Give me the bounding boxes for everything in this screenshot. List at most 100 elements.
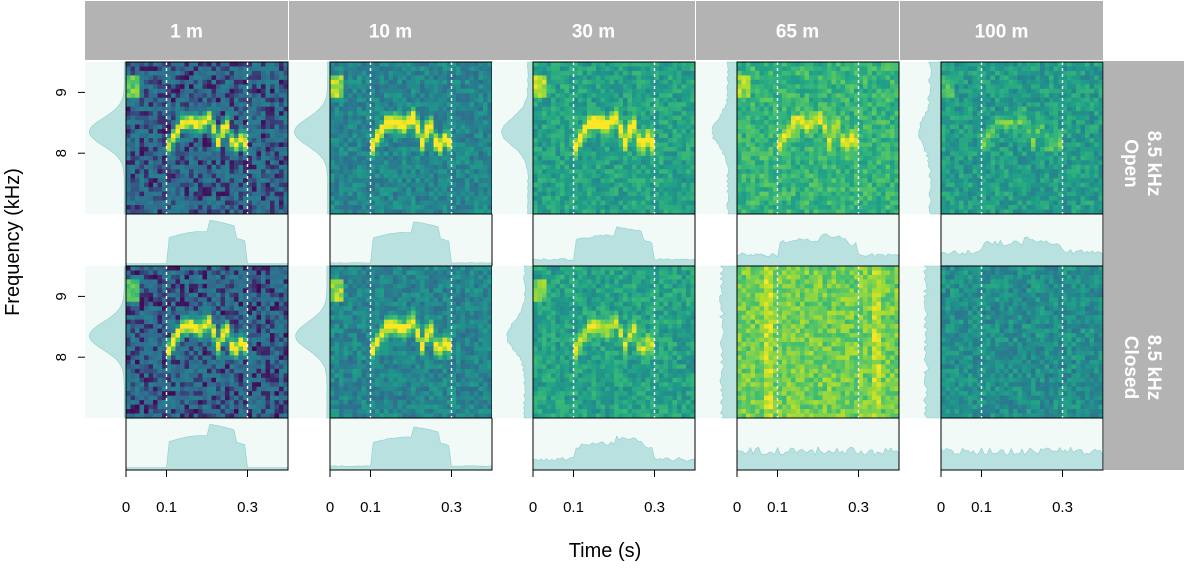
heatmap-cell	[469, 155, 475, 161]
heatmap-cell	[234, 196, 239, 201]
heatmap-cell	[809, 178, 814, 184]
heatmap-cell	[166, 196, 172, 201]
heatmap-cell	[600, 200, 606, 206]
heatmap-cell	[836, 102, 841, 108]
heatmap-cell	[433, 182, 439, 188]
heatmap-cell	[229, 196, 235, 201]
heatmap-cell	[836, 97, 841, 103]
heatmap-cell	[641, 187, 646, 193]
heatmap-cell	[618, 205, 624, 210]
heatmap-cell	[827, 62, 832, 67]
heatmap-cell	[591, 196, 597, 201]
heatmap-cell	[854, 75, 859, 81]
heatmap-cell	[348, 106, 353, 112]
heatmap-cell	[836, 79, 841, 85]
heatmap-cell	[681, 200, 687, 206]
heatmap-cell	[352, 182, 358, 188]
heatmap-cell	[972, 62, 978, 67]
column-strip-label: 65 m	[776, 22, 819, 43]
heatmap-cell	[818, 173, 823, 179]
heatmap-cell	[773, 70, 778, 76]
heatmap-cell	[876, 111, 882, 117]
heatmap-cell	[872, 62, 877, 67]
heatmap-cell	[600, 155, 606, 161]
heatmap-cell	[569, 111, 574, 117]
heatmap-cell	[256, 79, 262, 85]
heatmap-cell	[623, 200, 628, 206]
heatmap-cell	[330, 191, 335, 197]
heatmap-cell	[768, 70, 774, 76]
heatmap-cell	[872, 151, 877, 157]
heatmap-cell	[234, 66, 239, 72]
heatmap-cell	[478, 169, 484, 175]
heatmap-cell	[840, 62, 846, 67]
heatmap-cell	[690, 111, 696, 117]
heatmap-cell	[768, 200, 774, 206]
heatmap-cell	[636, 142, 642, 148]
heatmap-cell	[885, 142, 891, 148]
heatmap-cell	[270, 120, 275, 125]
heatmap-cell	[677, 93, 682, 99]
heatmap-cell	[737, 196, 742, 201]
heatmap-cell	[600, 187, 606, 193]
heatmap-cell	[867, 62, 873, 67]
heatmap-cell	[641, 102, 646, 108]
heatmap-cell	[330, 151, 335, 157]
heatmap-cell	[858, 164, 864, 170]
heatmap-cell	[247, 124, 253, 130]
heatmap-cell	[379, 155, 385, 161]
heatmap-cell	[654, 169, 660, 175]
heatmap-cell	[627, 84, 633, 90]
heatmap-cell	[686, 151, 691, 157]
heatmap-cell	[854, 191, 859, 197]
heatmap-cell	[130, 151, 136, 157]
heatmap-cell	[144, 88, 149, 94]
heatmap-cell	[573, 124, 579, 130]
heatmap-cell	[334, 70, 340, 76]
heatmap-cell	[157, 102, 163, 108]
heatmap-cell	[153, 62, 158, 67]
heatmap-cell	[867, 142, 873, 148]
heatmap-cell	[438, 93, 443, 99]
heatmap-cell	[551, 111, 556, 117]
heatmap-cell	[157, 142, 163, 148]
heatmap-cell	[746, 93, 751, 99]
heatmap-cell	[438, 97, 443, 103]
heatmap-cell	[623, 111, 628, 117]
heatmap-cell	[438, 88, 443, 94]
heatmap-cell	[474, 79, 479, 85]
heatmap-cell	[885, 129, 891, 134]
heatmap-cell	[343, 120, 349, 125]
heatmap-cell	[659, 173, 664, 179]
heatmap-cell	[139, 84, 145, 90]
heatmap-cell	[741, 106, 747, 112]
heatmap-cell	[270, 146, 275, 152]
heatmap-cell	[238, 200, 244, 206]
heatmap-cell	[171, 146, 176, 152]
heatmap-cell	[822, 70, 828, 76]
heatmap-cell	[274, 93, 280, 99]
heatmap-cell	[415, 178, 421, 184]
heatmap-cell	[424, 151, 430, 157]
heatmap-cell	[750, 191, 756, 197]
heatmap-cell	[836, 209, 841, 215]
heatmap-cell	[573, 187, 579, 193]
heatmap-cell	[650, 155, 655, 161]
heatmap-cell	[791, 200, 796, 206]
heatmap-cell	[596, 93, 601, 99]
heatmap-cell	[180, 62, 185, 67]
heatmap-cell	[442, 187, 448, 193]
heatmap-cell	[384, 133, 389, 139]
heatmap-cell	[764, 142, 769, 148]
heatmap-cell	[247, 120, 253, 125]
heatmap-cell	[238, 209, 244, 215]
heatmap-cell	[469, 84, 475, 90]
heatmap-cell	[764, 200, 769, 206]
heatmap-cell	[429, 133, 434, 139]
heatmap-cell	[663, 120, 669, 125]
heatmap-cell	[560, 120, 565, 125]
heatmap-cell	[361, 120, 367, 125]
heatmap-cell	[433, 187, 439, 193]
heatmap-cell	[247, 178, 253, 184]
heatmap-cell	[827, 209, 832, 215]
